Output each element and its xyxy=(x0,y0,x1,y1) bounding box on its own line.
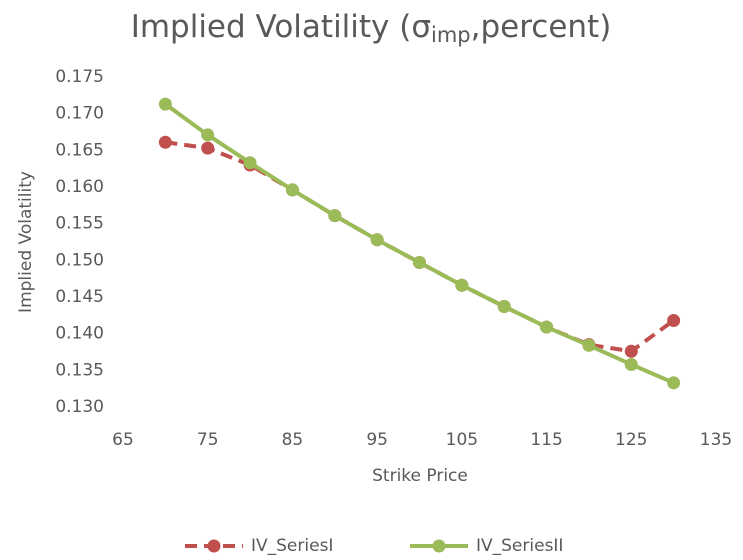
point xyxy=(158,97,172,111)
legend-marker xyxy=(207,539,221,553)
x-tick-label: 75 xyxy=(197,430,219,450)
y-tick-label: 0.165 xyxy=(55,140,104,160)
title-subscript: imp xyxy=(431,23,471,47)
point xyxy=(201,128,215,142)
point xyxy=(624,357,638,371)
x-tick-label: 95 xyxy=(366,430,388,450)
y-tick-label: 0.130 xyxy=(55,397,104,417)
x-tick-label: 65 xyxy=(112,430,134,450)
point xyxy=(243,156,257,170)
legend-label: IV_SeriesI xyxy=(251,536,333,556)
point xyxy=(624,344,638,358)
y-tick-label: 0.160 xyxy=(55,177,104,197)
point xyxy=(497,300,511,314)
y-tick-label: 0.170 xyxy=(55,104,104,124)
point xyxy=(413,256,426,270)
point xyxy=(328,209,342,223)
x-tick-label: 125 xyxy=(615,430,647,450)
x-tick-label: 105 xyxy=(446,430,478,450)
point xyxy=(285,183,299,197)
title-tail: ,percent) xyxy=(471,9,612,45)
point xyxy=(582,338,596,352)
point xyxy=(667,313,681,327)
x-tick-label: 115 xyxy=(530,430,562,450)
x-axis-label: Strike Price xyxy=(372,466,468,486)
series-line xyxy=(165,140,675,354)
legend-label: IV_SeriesII xyxy=(476,536,563,556)
point xyxy=(370,233,384,247)
y-axis-label: Implied Volatility xyxy=(16,171,36,313)
series-line xyxy=(164,102,675,385)
y-tick-label: 0.140 xyxy=(55,324,104,344)
y-tick-label: 0.135 xyxy=(55,360,104,380)
y-tick-label: 0.155 xyxy=(55,214,104,234)
point xyxy=(158,135,172,149)
title-text: Implied Volatility (σ xyxy=(131,9,431,45)
x-tick-label: 135 xyxy=(700,430,732,450)
y-tick-label: 0.145 xyxy=(55,287,104,307)
point xyxy=(455,278,469,292)
point xyxy=(540,320,554,334)
y-tick-label: 0.150 xyxy=(55,250,104,270)
point xyxy=(201,141,215,155)
point xyxy=(667,376,681,390)
legend-marker xyxy=(432,539,446,553)
y-tick-label: 0.175 xyxy=(55,67,104,87)
x-tick-label: 85 xyxy=(282,430,304,450)
chart-title: Implied Volatility (σimp,percent) xyxy=(131,9,612,48)
